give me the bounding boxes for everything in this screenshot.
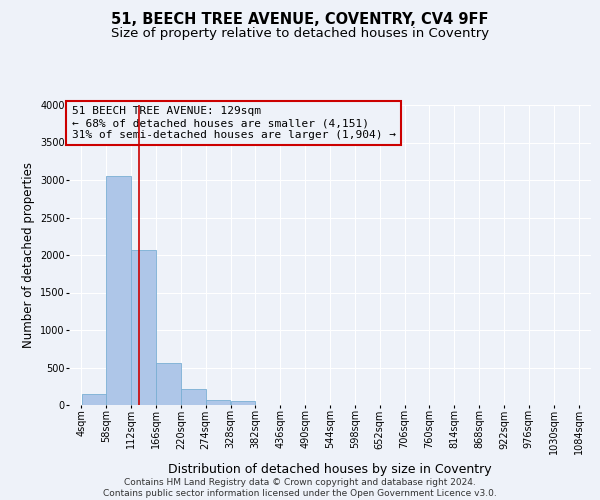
Bar [131, 250, 156, 405]
Text: Contains HM Land Registry data © Crown copyright and database right 2024.
Contai: Contains HM Land Registry data © Crown c… [103, 478, 497, 498]
Text: 51, BEECH TREE AVENUE, COVENTRY, CV4 9FF: 51, BEECH TREE AVENUE, COVENTRY, CV4 9FF [111, 12, 489, 28]
Y-axis label: Number of detached properties: Number of detached properties [22, 162, 35, 348]
Bar [181, 389, 206, 405]
Text: 51 BEECH TREE AVENUE: 129sqm
← 68% of detached houses are smaller (4,151)
31% of: 51 BEECH TREE AVENUE: 129sqm ← 68% of de… [71, 106, 395, 140]
Bar [206, 400, 230, 405]
Bar [82, 394, 106, 405]
Bar [230, 401, 256, 405]
X-axis label: Distribution of detached houses by size in Coventry: Distribution of detached houses by size … [168, 463, 492, 476]
Text: Size of property relative to detached houses in Coventry: Size of property relative to detached ho… [111, 28, 489, 40]
Bar [156, 363, 181, 405]
Bar [106, 176, 131, 405]
